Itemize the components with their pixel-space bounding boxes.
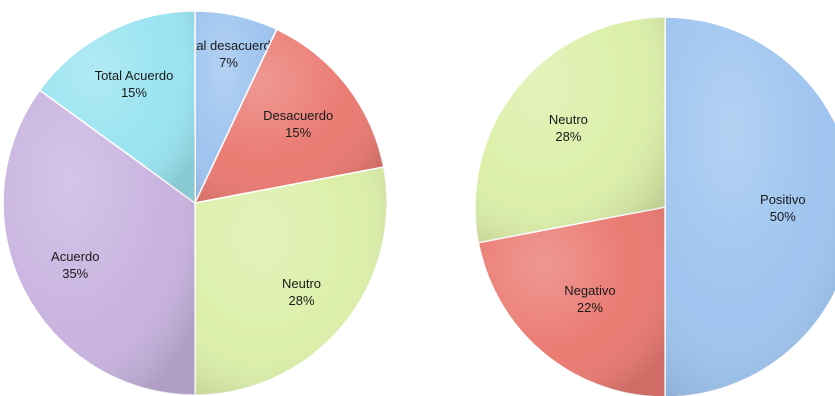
slice-label-acuerdo: Acuerdo: [51, 249, 99, 264]
pie-slice-shading-total-desacuerdo: [195, 11, 277, 203]
slice-label-desacuerdo: Desacuerdo: [263, 108, 333, 123]
slice-value-desacuerdo: 15%: [285, 125, 311, 140]
slice-label-negativo: Negativo: [564, 283, 615, 298]
pie-chart-agreement: Total desacuerdo 7% Desacuerdo 15% Neutro 28%…: [2, 10, 388, 396]
pie-slice-shading-positivo: [665, 17, 835, 396]
slice-label-neutro: Neutro: [282, 276, 321, 291]
slice-value-acuerdo: 35%: [62, 266, 88, 281]
slice-label-positivo: Positivo: [760, 192, 806, 207]
slice-label-total-desacuerdo: Total desacuerdo: [179, 38, 278, 53]
pie-chart-sentiment: Positivo 50% Negativo 22% Neutro 28%: [474, 16, 835, 396]
slice-value-positivo: 50%: [770, 209, 796, 224]
slice-value-negativo: 22%: [577, 300, 603, 315]
slice-label-total-acuerdo: Total Acuerdo: [95, 68, 174, 83]
pie-slice-shading-desacuerdo: [195, 29, 384, 203]
slice-value-total-desacuerdo: 7%: [219, 55, 238, 70]
slice-value-total-acuerdo: 15%: [121, 85, 147, 100]
pie-slice-shading-neutro: [475, 17, 665, 243]
slice-label-neutro: Neutro: [549, 112, 588, 127]
pie-slice-shading-negativo: [478, 207, 665, 396]
slice-value-neutro: 28%: [289, 293, 315, 308]
pie-slice-shading-acuerdo: [2, 90, 195, 395]
pie-slice-shading-neutro: [195, 167, 388, 395]
pie-slice-shading-total-acuerdo: [39, 11, 196, 203]
slice-value-neutro: 28%: [555, 129, 581, 144]
